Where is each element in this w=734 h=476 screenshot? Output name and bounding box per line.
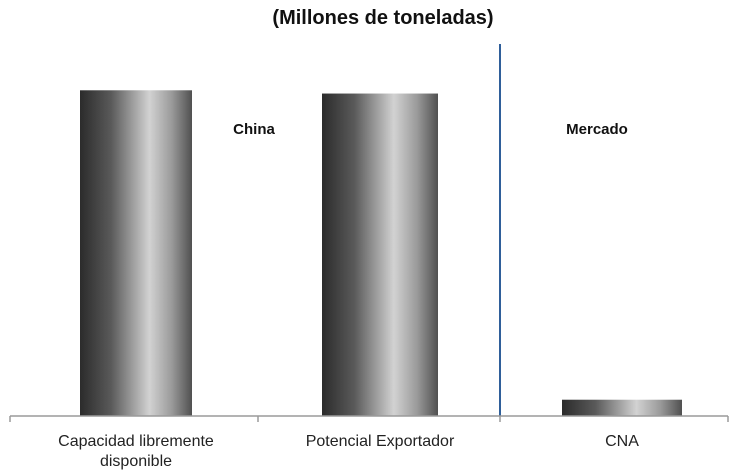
axis-layer [9,415,729,422]
bar-2 [562,399,682,416]
x-tick-label-0-line-0: Capacidad libremente [58,433,214,450]
x-tick-label-0: Capacidad libremente disponible [58,433,214,470]
section-label-0: China [233,121,275,138]
bars-layer [80,90,682,417]
section-label-1: Mercado [566,121,628,138]
bar-0 [80,90,192,417]
bar-1 [322,93,438,417]
x-tick-label-1: Potencial Exportador [306,433,455,450]
x-tick-label-2-line-0: CNA [605,433,639,450]
x-tick-label-1-line-0: Potencial Exportador [306,433,455,450]
chart-title: (Millones de toneladas) [272,7,493,29]
section-label-layer: China Mercado [233,121,628,138]
x-tick-label-0-line-1: disponible [100,453,172,470]
tick-label-layer: Capacidad libremente disponible Potencial … [58,433,639,470]
x-tick-label-2: CNA [605,433,639,450]
